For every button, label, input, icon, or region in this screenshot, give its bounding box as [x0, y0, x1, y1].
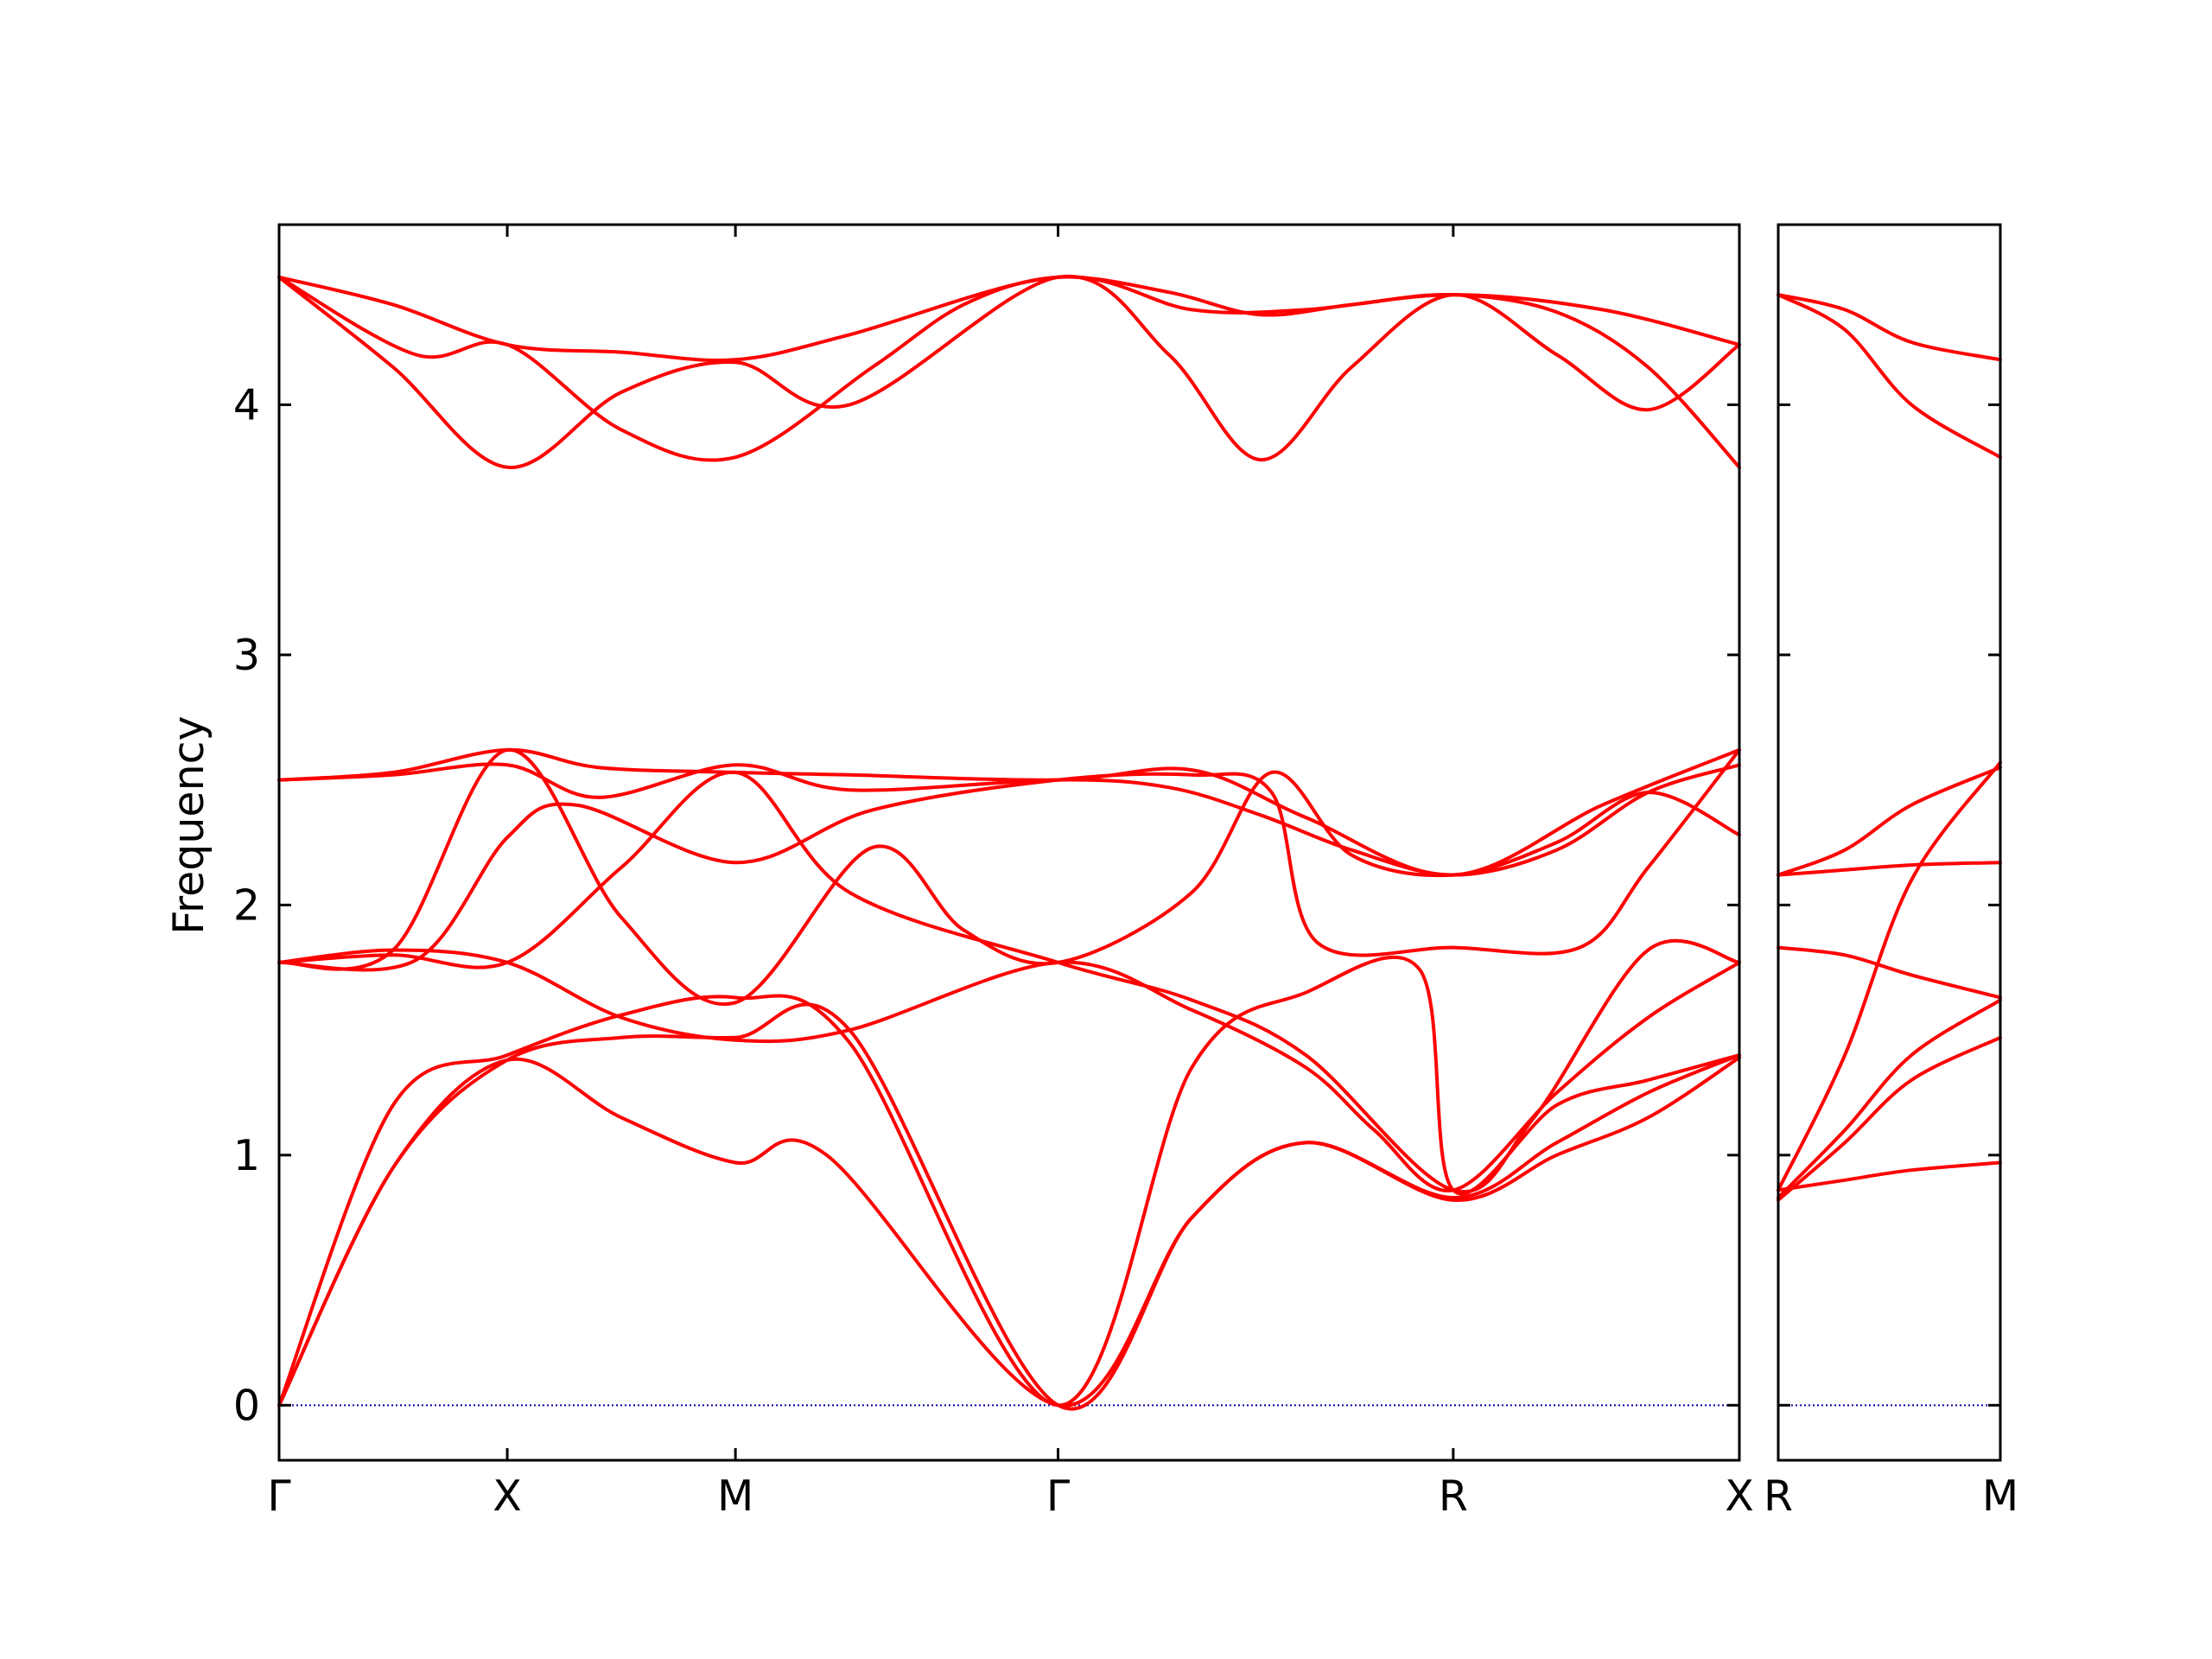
y-tick-label: 2: [233, 880, 260, 930]
y-axis-label: Frequency: [164, 715, 213, 934]
x-tick-label: Γ: [1046, 1471, 1071, 1521]
band-line-5: [1777, 760, 2002, 1192]
x-tick-label: X: [493, 1471, 522, 1521]
band-line-7: [277, 747, 1741, 1007]
band-line-2: [277, 274, 1741, 469]
plot-frame: [1777, 223, 2002, 1462]
band-line-9: [1777, 1160, 2002, 1192]
band-line-6: [277, 747, 1741, 972]
band-line-9: [277, 948, 1741, 1192]
x-tick-label: R: [1764, 1471, 1793, 1521]
x-tick-label: Γ: [267, 1471, 291, 1521]
x-tick-label: M: [1982, 1471, 2018, 1521]
band-line-2: [1777, 293, 2002, 460]
band-line-1: [277, 275, 1741, 363]
y-tick-label: 4: [233, 380, 260, 429]
band-line-3: [277, 275, 1741, 469]
y-tick-label: 1: [233, 1131, 260, 1180]
band-line-11: [277, 1002, 1741, 1411]
x-tick-label: M: [717, 1471, 753, 1521]
x-tick-label: R: [1439, 1471, 1468, 1521]
y-tick-label: 3: [233, 631, 260, 680]
band-line-5: [277, 762, 1741, 877]
band-line-8: [277, 770, 1741, 1194]
band-line-6: [1777, 945, 2002, 1000]
band-line-8: [1777, 1035, 2002, 1202]
band-line-1: [1777, 293, 2002, 362]
x-tick-label: X: [1725, 1471, 1754, 1521]
band-line-12: [277, 1055, 1741, 1408]
y-tick-label: 0: [233, 1381, 260, 1430]
band-line-4: [1777, 861, 2002, 877]
band-line-10: [277, 955, 1741, 1408]
plot-frame: [277, 223, 1741, 1462]
band-line-3: [1777, 766, 2002, 877]
band-line-7: [1777, 998, 2002, 1200]
panel-main: 0 1 2 3 4 Γ X M Γ R X: [233, 223, 1754, 1521]
